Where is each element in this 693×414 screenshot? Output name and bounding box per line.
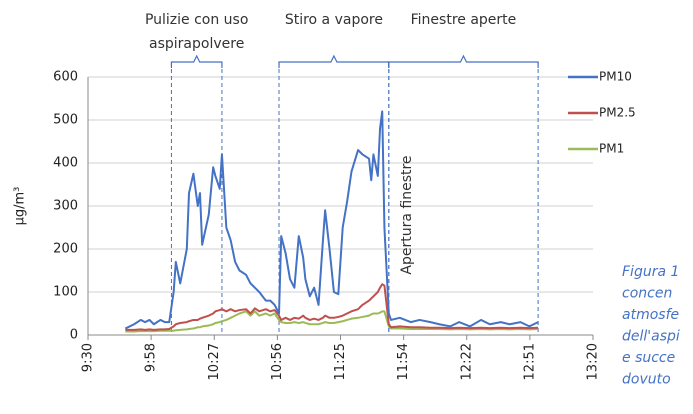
caption-line: concen xyxy=(622,286,672,302)
caption-line: atmosfe xyxy=(622,307,679,323)
bracket xyxy=(388,54,539,68)
x-tick-label: 13:20 xyxy=(586,343,601,380)
y-tick-label: 200 xyxy=(53,242,78,257)
x-tick-label: 9:58 xyxy=(144,343,159,372)
y-axis-label: µg/m³ xyxy=(13,187,28,226)
legend-label: PM10 xyxy=(599,70,632,84)
y-tick-label: 400 xyxy=(53,156,78,171)
y-tick-label: 500 xyxy=(53,113,78,128)
x-tick-label: 10:27 xyxy=(207,343,222,380)
annotation-label: Stiro a vapore xyxy=(285,12,383,28)
series-line xyxy=(125,310,539,333)
bracket xyxy=(170,54,223,68)
caption-line: Figura 1 xyxy=(622,264,679,280)
caption-line: dovuto xyxy=(622,372,671,388)
series-line xyxy=(125,283,539,331)
series-line xyxy=(124,110,539,330)
y-tick-label: 300 xyxy=(53,199,78,214)
x-tick-label: 12:22 xyxy=(459,343,474,380)
annotation-label: Finestre aperte xyxy=(411,12,517,28)
legend-label: PM2.5 xyxy=(599,106,636,120)
caption-line: e succe xyxy=(622,350,675,366)
x-tick-label: 9:30 xyxy=(81,343,96,372)
annotation-label: Pulizie con uso xyxy=(145,12,248,28)
x-tick-label: 11:25 xyxy=(333,343,348,380)
x-tick-label: 12:51 xyxy=(522,343,537,380)
y-tick-label: 0 xyxy=(70,328,78,343)
y-tick-label: 100 xyxy=(53,285,78,300)
x-tick-label: 11:54 xyxy=(396,343,411,380)
marker-label: Apertura finestre xyxy=(399,155,415,274)
caption-line: dell'aspi xyxy=(622,329,680,345)
legend-label: PM1 xyxy=(599,142,624,156)
bracket xyxy=(278,54,390,68)
y-tick-label: 600 xyxy=(53,70,78,85)
x-tick-label: 10:56 xyxy=(270,343,285,380)
annotation-label: aspirapolvere xyxy=(149,36,244,52)
